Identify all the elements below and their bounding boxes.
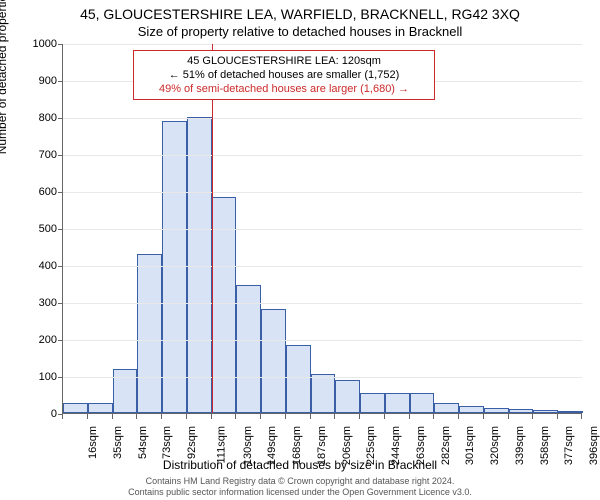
annotation-line1: 45 GLOUCESTERSHIRE LEA: 120sqm [140, 54, 428, 68]
footer-line2: Contains public sector information licen… [128, 487, 472, 497]
x-tick-mark [581, 414, 582, 419]
histogram-bar [311, 374, 336, 413]
x-axis-label: Distribution of detached houses by size … [0, 458, 600, 472]
y-tick-label: 600 [17, 186, 63, 198]
y-tick-label: 0 [17, 408, 63, 420]
x-tick-mark [260, 414, 261, 419]
x-tick-mark [186, 414, 187, 419]
x-tick-mark [508, 414, 509, 419]
gridline [63, 155, 582, 156]
y-tick-label: 400 [17, 260, 63, 272]
histogram-bar [137, 254, 162, 413]
chart-subtitle: Size of property relative to detached ho… [0, 24, 600, 39]
y-tick-label: 900 [17, 75, 63, 87]
annotation-line2: ← 51% of detached houses are smaller (1,… [140, 68, 428, 82]
x-tick-mark [384, 414, 385, 419]
x-tick-mark [285, 414, 286, 419]
histogram-bar [261, 309, 286, 413]
gridline [63, 229, 582, 230]
annotation-line3: 49% of semi-detached houses are larger (… [140, 82, 428, 96]
x-tick-label: 92sqm [186, 426, 198, 459]
x-tick-mark [161, 414, 162, 419]
histogram-bar [558, 411, 583, 413]
gridline [63, 266, 582, 267]
histogram-bar [88, 403, 113, 413]
histogram-bar [360, 393, 385, 413]
footer-attribution: Contains HM Land Registry data © Crown c… [0, 476, 600, 498]
gridline [63, 377, 582, 378]
x-tick-mark [211, 414, 212, 419]
histogram-bar [335, 380, 360, 413]
x-tick-mark [433, 414, 434, 419]
x-tick-mark [409, 414, 410, 419]
chart-container: { "chart": { "type": "histogram", "title… [0, 0, 600, 500]
footer-line1: Contains HM Land Registry data © Crown c… [146, 476, 455, 486]
histogram-bar [434, 403, 459, 413]
x-tick-label: 16sqm [87, 426, 99, 459]
gridline [63, 303, 582, 304]
gridline [63, 44, 582, 45]
y-tick-label: 800 [17, 112, 63, 124]
annotation-box: 45 GLOUCESTERSHIRE LEA: 120sqm← 51% of d… [133, 50, 435, 100]
x-tick-mark [334, 414, 335, 419]
y-tick-label: 200 [17, 334, 63, 346]
histogram-bar [236, 285, 261, 413]
x-tick-mark [532, 414, 533, 419]
histogram-bar [385, 393, 410, 413]
x-tick-mark [310, 414, 311, 419]
x-ticks-group: 16sqm35sqm54sqm73sqm92sqm111sqm130sqm149… [62, 414, 582, 464]
x-tick-mark [557, 414, 558, 419]
x-tick-label: 35sqm [112, 426, 124, 459]
histogram-bar [187, 117, 212, 413]
y-tick-label: 1000 [17, 38, 63, 50]
x-tick-mark [458, 414, 459, 419]
y-tick-label: 500 [17, 223, 63, 235]
histogram-bar [509, 409, 534, 413]
histogram-bar [484, 408, 509, 413]
x-tick-mark [235, 414, 236, 419]
x-tick-mark [359, 414, 360, 419]
x-tick-mark [62, 414, 63, 419]
y-tick-label: 300 [17, 297, 63, 309]
x-tick-mark [87, 414, 88, 419]
x-tick-label: 73sqm [161, 426, 173, 459]
gridline [63, 192, 582, 193]
y-axis-label: Number of detached properties [0, 0, 9, 154]
x-tick-mark [112, 414, 113, 419]
histogram-bar [533, 410, 558, 413]
histogram-bar [63, 403, 88, 413]
gridline [63, 118, 582, 119]
gridline [63, 340, 582, 341]
histogram-bar [286, 345, 311, 413]
histogram-bar [113, 369, 138, 413]
x-tick-label: 54sqm [137, 426, 149, 459]
x-tick-mark [483, 414, 484, 419]
histogram-bar [459, 406, 484, 413]
plot-area: 0100200300400500600700800900100045 GLOUC… [62, 44, 582, 414]
histogram-bar [410, 393, 435, 413]
chart-title: 45, GLOUCESTERSHIRE LEA, WARFIELD, BRACK… [0, 6, 600, 22]
x-tick-mark [136, 414, 137, 419]
y-tick-label: 100 [17, 371, 63, 383]
y-tick-label: 700 [17, 149, 63, 161]
